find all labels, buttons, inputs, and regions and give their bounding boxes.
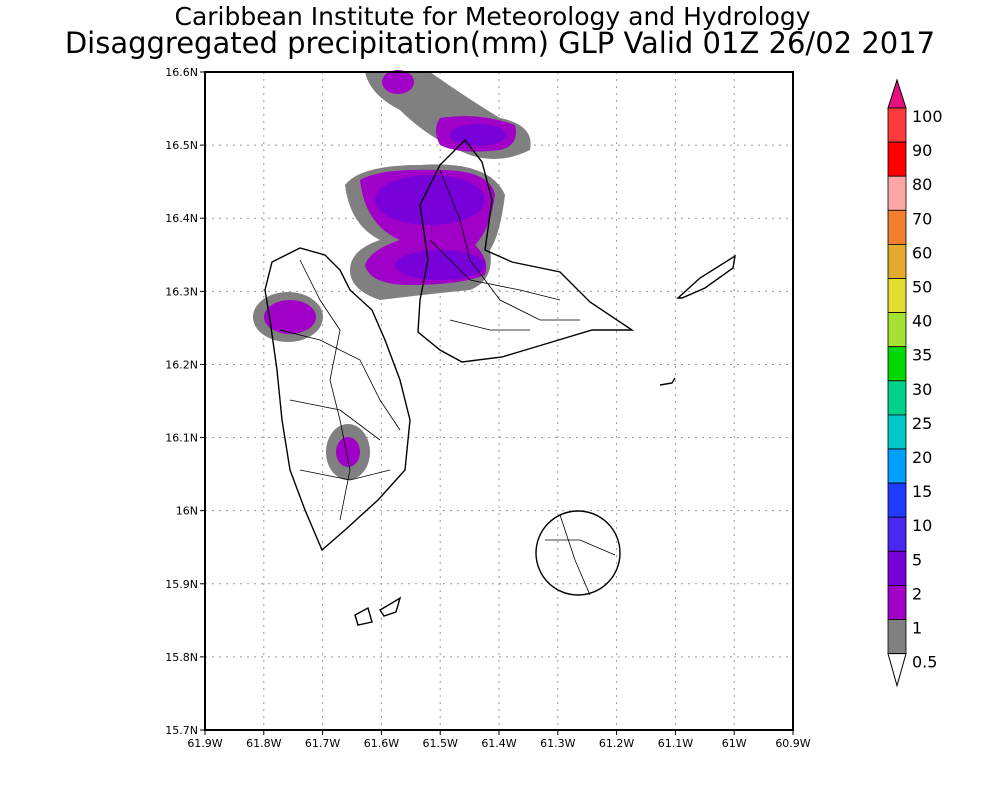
colorbar-swatch xyxy=(887,209,907,245)
colorbar-swatch xyxy=(887,278,907,313)
colorbar-label: 30 xyxy=(912,380,932,399)
lon-tick-label: 61.9W xyxy=(187,737,222,750)
la-desirade-outline xyxy=(676,254,736,299)
colorbar-swatch xyxy=(887,550,907,586)
lat-tick-label: 16.2N xyxy=(165,358,198,371)
lon-tick-label: 61.1W xyxy=(658,737,693,750)
lat-tick-label: 15.7N xyxy=(165,724,198,737)
basse-terre-outline xyxy=(264,247,411,552)
colorbar-swatch xyxy=(887,414,907,450)
les-saintes-outline xyxy=(354,596,402,626)
lat-tick-label: 16.6N xyxy=(165,66,198,79)
colorbar-swatch xyxy=(887,175,907,211)
colorbar-swatch xyxy=(887,482,907,518)
lon-tick-label: 61.7W xyxy=(305,737,340,750)
lon-tick-label: 61.6W xyxy=(364,737,399,750)
colorbar-label: 35 xyxy=(912,346,932,365)
colorbar-label: 20 xyxy=(912,448,932,467)
lon-tick-label: 61.2W xyxy=(599,737,634,750)
marie-galante-outline xyxy=(535,510,621,596)
marie-galante-basins xyxy=(545,514,616,596)
lat-tick-label: 16N xyxy=(176,505,198,518)
colorbar-label: 100 xyxy=(912,107,943,126)
colorbar-label: 80 xyxy=(912,175,932,194)
colorbar-swatch xyxy=(887,312,907,348)
colorbar-swatch xyxy=(887,141,907,177)
figure-title-product: Disaggregated precipitation(mm) GLP Vali… xyxy=(64,26,936,60)
colorbar-label: 0.5 xyxy=(912,653,937,672)
petite-terre-outline xyxy=(659,377,676,386)
grande-terre-outline xyxy=(417,138,635,363)
lon-tick-label: 61.5W xyxy=(423,737,458,750)
colorbar-label: 90 xyxy=(912,141,932,160)
lat-tick-label: 16.3N xyxy=(165,285,198,298)
colorbar-swatch xyxy=(887,585,907,620)
lon-tick-label: 60.9W xyxy=(775,737,810,750)
colorbar-swatch xyxy=(887,107,907,143)
colorbar-label: 25 xyxy=(912,414,932,433)
colorbar-label: 5 xyxy=(912,550,922,569)
lat-tick-label: 15.8N xyxy=(165,651,198,664)
colorbar-swatch xyxy=(887,346,907,382)
colorbar-label: 10 xyxy=(912,516,932,535)
colorbar-swatch xyxy=(887,243,907,279)
coastlines xyxy=(264,138,736,626)
colorbar-label: 70 xyxy=(912,209,932,228)
lon-tick-label: 61W xyxy=(722,737,747,750)
colorbar-swatch xyxy=(887,448,907,484)
colorbar-label: 1 xyxy=(912,619,922,638)
lat-tick-label: 16.5N xyxy=(165,139,198,152)
colorbar-swatch xyxy=(887,380,907,416)
colorbar-label: 15 xyxy=(912,482,932,501)
colorbar-min-arrow xyxy=(887,653,907,688)
colorbar-label: 40 xyxy=(912,312,932,331)
colorbar-label: 50 xyxy=(912,278,932,297)
lat-tick-label: 16.4N xyxy=(165,212,198,225)
lat-tick-label: 16.1N xyxy=(165,432,198,445)
precipitation-field xyxy=(253,70,531,480)
colorbar: 100 90 80 70 60 50 40 35 30 25 20 15 10 5 2 1 0.5 xyxy=(887,78,943,688)
figure-title-institute: Caribbean Institute for Meteorology and … xyxy=(174,2,811,31)
basins xyxy=(279,169,580,521)
lon-tick-label: 61.8W xyxy=(246,737,281,750)
lon-tick-label: 61.4W xyxy=(481,737,516,750)
colorbar-swatch xyxy=(887,619,907,654)
lat-tick-label: 15.9N xyxy=(165,578,198,591)
colorbar-label: 60 xyxy=(912,243,932,262)
colorbar-max-arrow xyxy=(887,78,907,109)
colorbar-swatch xyxy=(887,516,907,552)
colorbar-label: 2 xyxy=(912,584,922,603)
axis-labels: 61.9W 61.8W 61.7W 61.6W 61.5W 61.4W 61.3W 61.2W… xyxy=(165,66,811,750)
lon-tick-label: 61.3W xyxy=(540,737,575,750)
